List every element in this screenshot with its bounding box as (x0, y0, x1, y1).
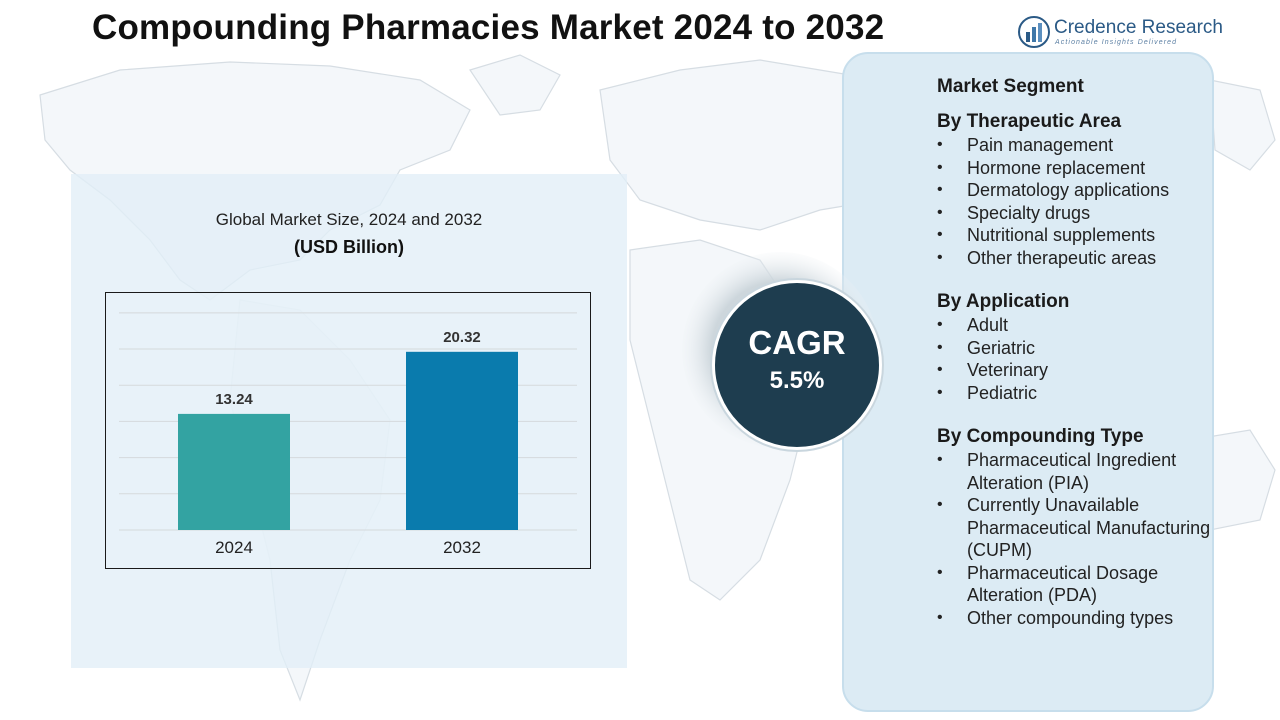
bar-2024 (178, 413, 290, 530)
chart-title: Global Market Size, 2024 and 2032 (215, 210, 483, 229)
segment-item: Other therapeutic areas (937, 247, 1217, 270)
segment-item: Adult (937, 314, 1217, 337)
segment-item: Pain management (937, 134, 1217, 157)
segment-item: Other compounding types (937, 607, 1217, 630)
segment-list-application: Adult Geriatric Veterinary Pediatric (937, 314, 1217, 404)
segment-item: Pediatric (937, 382, 1217, 405)
segment-item: Hormone replacement (937, 157, 1217, 180)
segment-item: Pharmaceutical Ingredient Alteration (PI… (937, 449, 1217, 494)
segment-item: Nutritional supplements (937, 224, 1217, 247)
cagr-value: 5.5% (769, 367, 825, 394)
chart-unit-label: (USD Billion) (294, 237, 404, 257)
segment-item: Pharmaceutical Dosage Alteration (PDA) (937, 562, 1217, 607)
segment-item: Veterinary (937, 359, 1217, 382)
bar-2032 (406, 351, 518, 530)
bar-chart-logo-icon (1018, 16, 1050, 48)
segment-item: Geriatric (937, 337, 1217, 360)
data-label-2024: 13.24 (215, 391, 253, 408)
segment-content: Market Segment By Therapeutic Area Pain … (937, 76, 1217, 650)
segment-group-title: By Application (937, 291, 1070, 312)
brand-tagline: Actionable Insights Delivered (1055, 39, 1178, 46)
cagr-badge (712, 280, 882, 450)
segment-group-title: By Therapeutic Area (937, 111, 1122, 132)
segment-item: Specialty drugs (937, 202, 1217, 225)
brand-logo: Credence Research Actionable Insights De… (1018, 16, 1238, 50)
segment-group-title: By Compounding Type (937, 426, 1144, 447)
bar-chart: 13.24 2024 20.32 2032 (119, 312, 577, 557)
page-title: Compounding Pharmacies Market 2024 to 20… (92, 8, 885, 47)
segment-list-therapeutic-area: Pain management Hormone replacement Derm… (937, 134, 1217, 269)
segment-item: Dermatology applications (937, 179, 1217, 202)
segment-item: Currently Unavailable Pharmaceutical Man… (937, 494, 1217, 562)
brand-name: Credence Research (1054, 17, 1223, 38)
cagr-label: CAGR (748, 324, 846, 361)
data-label-2032: 20.32 (443, 329, 481, 346)
segment-list-compounding-type: Pharmaceutical Ingredient Alteration (PI… (937, 449, 1217, 629)
x-tick-label-2032: 2032 (443, 538, 481, 557)
segment-heading: Market Segment (937, 76, 1084, 97)
x-tick-label-2024: 2024 (215, 538, 253, 557)
